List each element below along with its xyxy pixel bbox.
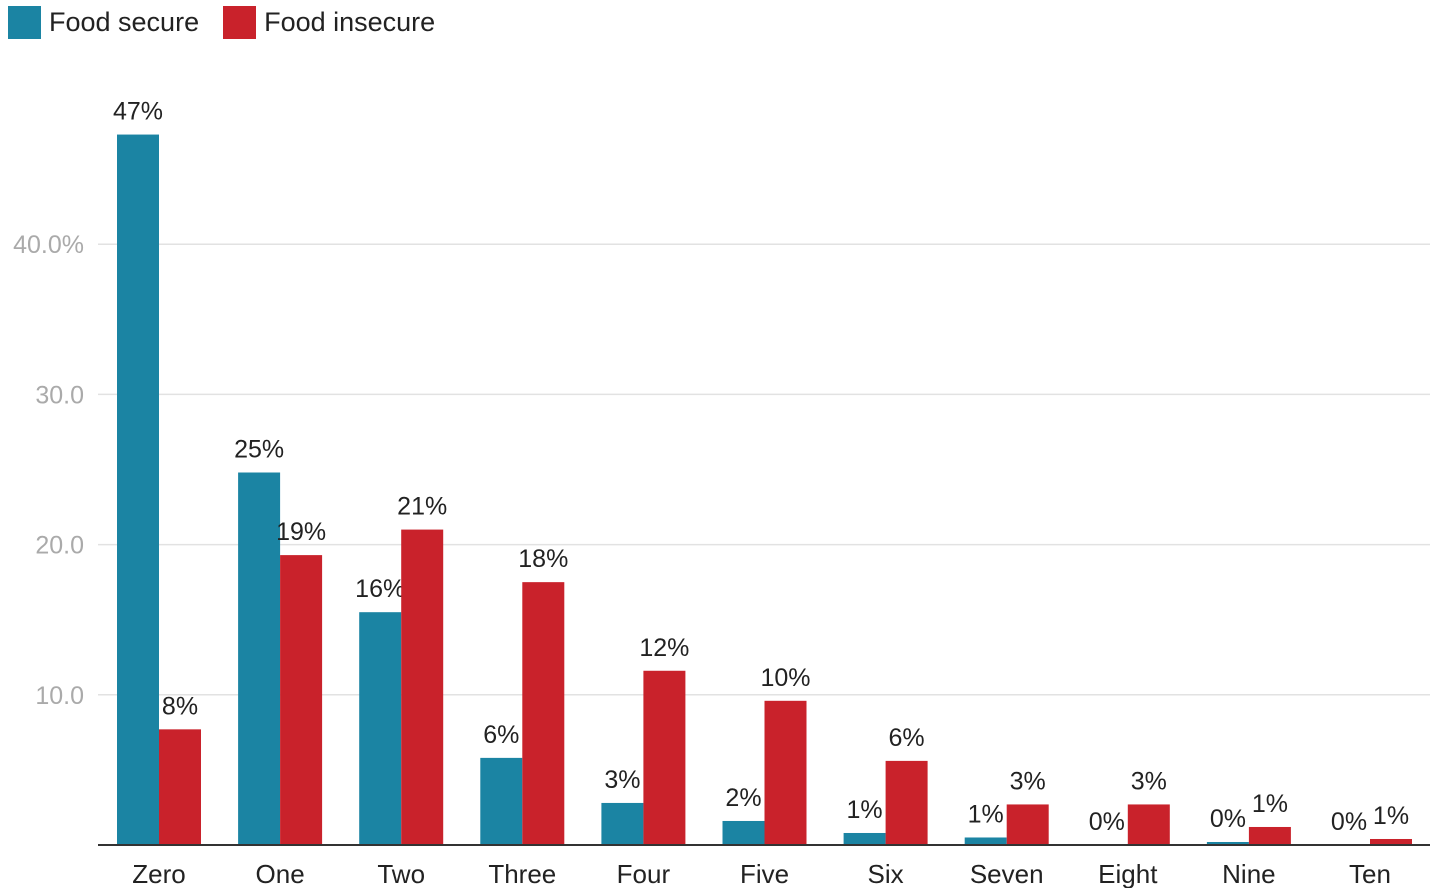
x-tick-label-six: Six [868, 859, 904, 888]
x-tick-label-seven: Seven [970, 859, 1044, 888]
bar-food-secure-three[interactable] [480, 757, 523, 845]
bar-food-insecure-three[interactable] [522, 582, 565, 845]
bar-food-insecure-two[interactable] [401, 529, 444, 845]
bar-food-insecure-seven[interactable] [1006, 804, 1049, 845]
bar-food-insecure-eight[interactable] [1127, 804, 1170, 845]
bar-food-insecure-one[interactable] [280, 555, 323, 845]
y-tick-label-20: 20.0 [35, 532, 84, 560]
data-label-food-secure-two: 16% [355, 575, 405, 603]
legend-swatch-food-insecure [223, 5, 257, 39]
bar-food-insecure-nine[interactable] [1248, 826, 1291, 845]
bar-food-secure-two[interactable] [359, 612, 402, 845]
x-tick-label-eight: Eight [1098, 859, 1158, 888]
bar-food-secure-zero[interactable] [117, 134, 159, 845]
y-tick-label-30: 30.0 [35, 381, 84, 409]
legend-item-food-secure[interactable]: Food secure [8, 5, 200, 39]
data-label-food-secure-seven: 1% [968, 800, 1004, 828]
bar-food-insecure-zero[interactable] [159, 729, 201, 845]
x-tick-label-one: One [256, 859, 305, 888]
legend-label-food-secure: Food secure [49, 6, 200, 37]
legend-label-food-insecure: Food insecure [264, 6, 436, 37]
data-label-food-insecure-eight: 3% [1131, 767, 1167, 795]
data-label-food-insecure-one: 19% [276, 518, 326, 546]
data-label-food-secure-three: 6% [483, 721, 519, 749]
bar-food-insecure-six[interactable] [885, 760, 928, 845]
bar-food-insecure-four[interactable] [643, 670, 686, 845]
data-label-food-secure-five: 2% [725, 784, 761, 812]
x-tick-label-three: Three [488, 859, 556, 888]
x-tick-label-four: Four [617, 859, 671, 888]
data-label-food-insecure-three: 18% [518, 545, 568, 573]
data-label-food-secure-nine: 0% [1210, 805, 1246, 833]
data-label-food-insecure-ten: 1% [1373, 802, 1409, 830]
bar-food-secure-six[interactable] [843, 832, 886, 845]
x-tick-label-nine: Nine [1222, 859, 1275, 888]
data-label-food-insecure-six: 6% [889, 724, 925, 752]
data-label-food-secure-six: 1% [847, 796, 883, 824]
legend-item-food-insecure[interactable]: Food insecure [223, 5, 436, 39]
data-label-food-secure-four: 3% [604, 766, 640, 794]
bar-food-secure-one[interactable] [238, 472, 281, 845]
y-tick-label-40: 40.0% [13, 231, 84, 259]
legend-swatch-food-secure [8, 5, 41, 39]
legend: Food secure Food insecure [8, 5, 459, 39]
data-label-food-insecure-zero: 8% [162, 692, 198, 720]
x-tick-label-ten: Ten [1349, 859, 1391, 888]
x-tick-label-zero: Zero [132, 859, 185, 888]
bar-food-insecure-ten[interactable] [1370, 838, 1412, 845]
data-label-food-secure-one: 25% [234, 436, 284, 464]
data-label-food-insecure-five: 10% [760, 664, 810, 692]
x-tick-label-two: Two [377, 859, 425, 888]
bar-food-secure-seven[interactable] [964, 837, 1007, 845]
data-label-food-insecure-seven: 3% [1010, 767, 1046, 795]
data-label-food-insecure-two: 21% [397, 493, 447, 521]
bar-food-secure-five[interactable] [722, 820, 765, 845]
data-label-food-secure-eight: 0% [1089, 808, 1125, 836]
x-tick-label-five: Five [740, 859, 789, 888]
data-label-food-insecure-nine: 1% [1252, 790, 1288, 818]
bar-food-secure-four[interactable] [601, 802, 644, 845]
data-label-food-insecure-four: 12% [639, 634, 689, 662]
data-label-food-secure-zero: 47% [113, 98, 163, 126]
data-label-food-secure-ten: 0% [1331, 808, 1367, 836]
bar-food-insecure-five[interactable] [764, 700, 807, 845]
bar-food-secure-nine[interactable] [1206, 841, 1249, 845]
y-tick-label-10: 10.0 [35, 682, 84, 710]
